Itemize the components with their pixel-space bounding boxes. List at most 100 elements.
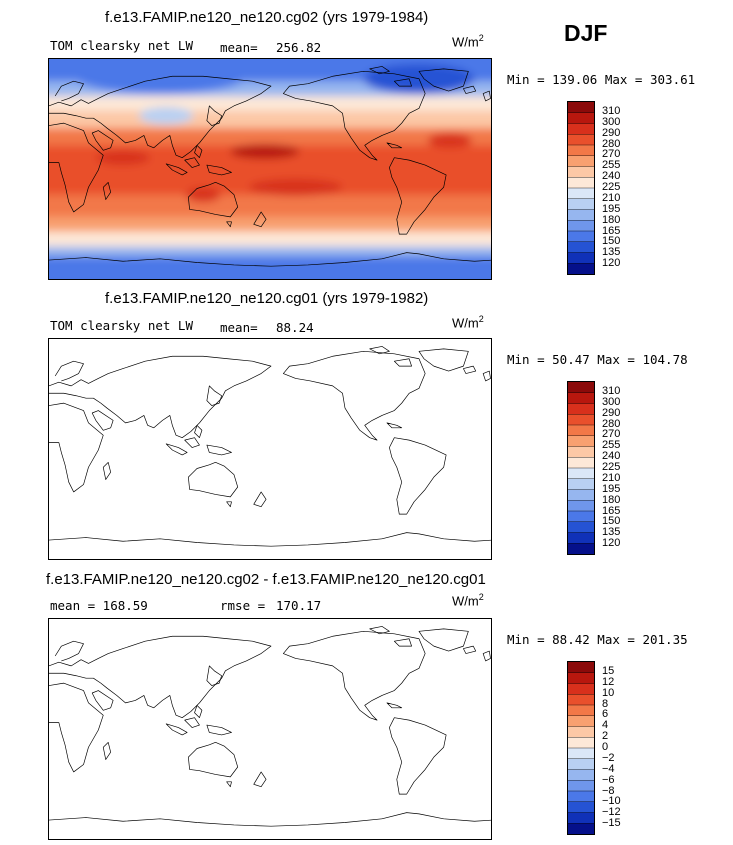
panel-1-colorbar-labels: 310 300 290 280 270 255 240 225 210 195 180 165 150 1…: [602, 101, 642, 275]
colorbar-tick-label: 225: [602, 461, 621, 473]
colorbar-swatch: [568, 780, 594, 792]
colorbar-swatch: [568, 683, 594, 695]
colorbar-swatch: [568, 166, 594, 178]
panel-2-colorbar-swatches: [568, 382, 594, 555]
field-siberia-cold: [73, 59, 247, 94]
field-atlantic-warm: [427, 133, 473, 148]
colorbar-swatch: [568, 123, 594, 135]
colorbar-swatch: [568, 414, 594, 426]
field-tibet-cold: [139, 107, 194, 125]
season-label: DJF: [564, 20, 608, 46]
colorbar-swatch: [568, 252, 594, 264]
colorbar-tick-label: 210: [602, 191, 621, 204]
panel-2-units-exp: 2: [478, 314, 484, 324]
panel-2-left-label: TOM clearsky net LW: [50, 318, 193, 333]
colorbar-tick-label: 150: [602, 235, 621, 248]
panel-2-units-base: W/m: [452, 315, 479, 331]
colorbar-swatch: [568, 382, 594, 394]
colorbar-tick-label: 4: [602, 719, 609, 732]
panel-1-stat-label: mean=: [220, 40, 258, 55]
colorbar-swatch: [568, 241, 594, 253]
colorbar-swatch: [568, 791, 594, 803]
colorbar-swatch: [568, 812, 594, 824]
colorbar-tick-label: 195: [602, 202, 621, 215]
colorbar-tick-label: 280: [602, 417, 621, 430]
field-band-south-mid: [49, 216, 491, 235]
panel-1-colorbar: [567, 101, 595, 275]
panel-2-colorbar-labels: 310 300 290 280 270 255 240 225 210 195 180 165 150 1…: [602, 381, 642, 555]
colorbar-swatch: [568, 758, 594, 770]
colorbar-tick-label: −12: [602, 806, 621, 819]
field-south-pacific-warm: [248, 178, 343, 196]
colorbar-swatch: [568, 112, 594, 124]
colorbar-swatch: [568, 769, 594, 781]
colorbar-swatch: [568, 543, 594, 555]
colorbar-tick-label: 255: [602, 439, 621, 452]
field-band-south-high: [49, 231, 491, 249]
field-band-south-sub: [49, 194, 491, 220]
panel-1-units: W/m2: [452, 33, 484, 49]
field-band-antarctic-edge: [49, 246, 491, 259]
colorbar-tick-label: 310: [602, 104, 621, 117]
colorbar-tick-label: 135: [602, 246, 621, 259]
colorbar-tick-label: 6: [602, 708, 609, 721]
colorbar-swatch: [568, 188, 594, 200]
colorbar-swatch: [568, 177, 594, 189]
colorbar-tick-label: 290: [602, 126, 621, 139]
colorbar-swatch: [568, 662, 594, 674]
colorbar-swatch: [568, 823, 594, 835]
colorbar-swatch: [568, 532, 594, 544]
colorbar-tick-label: −2: [602, 751, 615, 764]
colorbar-swatch: [568, 102, 594, 114]
colorbar-swatch: [568, 468, 594, 480]
panel-3-min-max: Min = 88.42 Max = 201.35: [507, 632, 688, 647]
colorbar-tick-label: 0: [602, 741, 609, 753]
panel-3-map: [48, 618, 492, 840]
colorbar-swatch: [568, 478, 594, 490]
colorbar-tick-label: 300: [602, 115, 621, 128]
colorbar-swatch: [568, 500, 594, 512]
colorbar-tick-label: 195: [602, 482, 621, 495]
colorbar-tick-label: 120: [602, 537, 621, 550]
panel-3-colorbar: [567, 661, 595, 835]
panel-2-units: W/m2: [452, 314, 484, 330]
colorbar-swatch: [568, 220, 594, 232]
colorbar-swatch: [568, 672, 594, 684]
colorbar-swatch: [568, 801, 594, 813]
panel-2-colorbar: [567, 381, 595, 555]
colorbar-tick-label: 180: [602, 213, 621, 226]
panel-1-colorbar-swatches: [568, 102, 594, 275]
panel-3-units-exp: 2: [478, 592, 484, 602]
panel-3-title: f.e13.FAMIP.ne120_ne120.cg02 - f.e13.FAM…: [46, 571, 486, 588]
colorbar-swatch: [568, 705, 594, 717]
colorbar-swatch: [568, 726, 594, 738]
field-band-antarctic: [49, 256, 491, 279]
field-southern-ocean-warm: [295, 199, 395, 215]
field-band-north-mid: [49, 96, 491, 114]
colorbar-swatch: [568, 231, 594, 243]
colorbar-tick-label: 210: [602, 471, 621, 484]
panel-3-colorbar-labels: 15 12 10 8 6 4 2 0 −2 −4 −6 −8 −10 −12 −15: [602, 661, 642, 835]
panel-3-colorbar-swatches: [568, 662, 594, 835]
panel-1-stat-value: 256.82: [276, 40, 322, 55]
colorbar-tick-label: 150: [602, 515, 621, 528]
panel-1-title: f.e13.FAMIP.ne120_ne120.cg02 (yrs 1979-1…: [105, 9, 429, 26]
colorbar-tick-label: 2: [602, 730, 609, 743]
panel-1-units-base: W/m: [452, 34, 479, 50]
colorbar-tick-label: 310: [602, 384, 621, 397]
colorbar-swatch: [568, 263, 594, 275]
colorbar-tick-label: 300: [602, 395, 621, 408]
colorbar-tick-label: 225: [602, 181, 621, 193]
panel-2-stat-value: 88.24: [276, 320, 314, 335]
panel-1-units-exp: 2: [478, 33, 484, 43]
colorbar-swatch: [568, 737, 594, 749]
colorbar-tick-label: 135: [602, 526, 621, 539]
panel-3-left-label: mean = 168.59: [50, 598, 148, 613]
panel-3-stat-value: 170.17: [276, 598, 322, 613]
colorbar-tick-label: −6: [602, 773, 615, 786]
colorbar-tick-label: 120: [602, 257, 621, 270]
colorbar-swatch: [568, 715, 594, 727]
colorbar-tick-label: 240: [602, 450, 621, 463]
colorbar-tick-label: 165: [602, 504, 621, 517]
panel-1-min-max: Min = 139.06 Max = 303.61: [507, 72, 696, 87]
